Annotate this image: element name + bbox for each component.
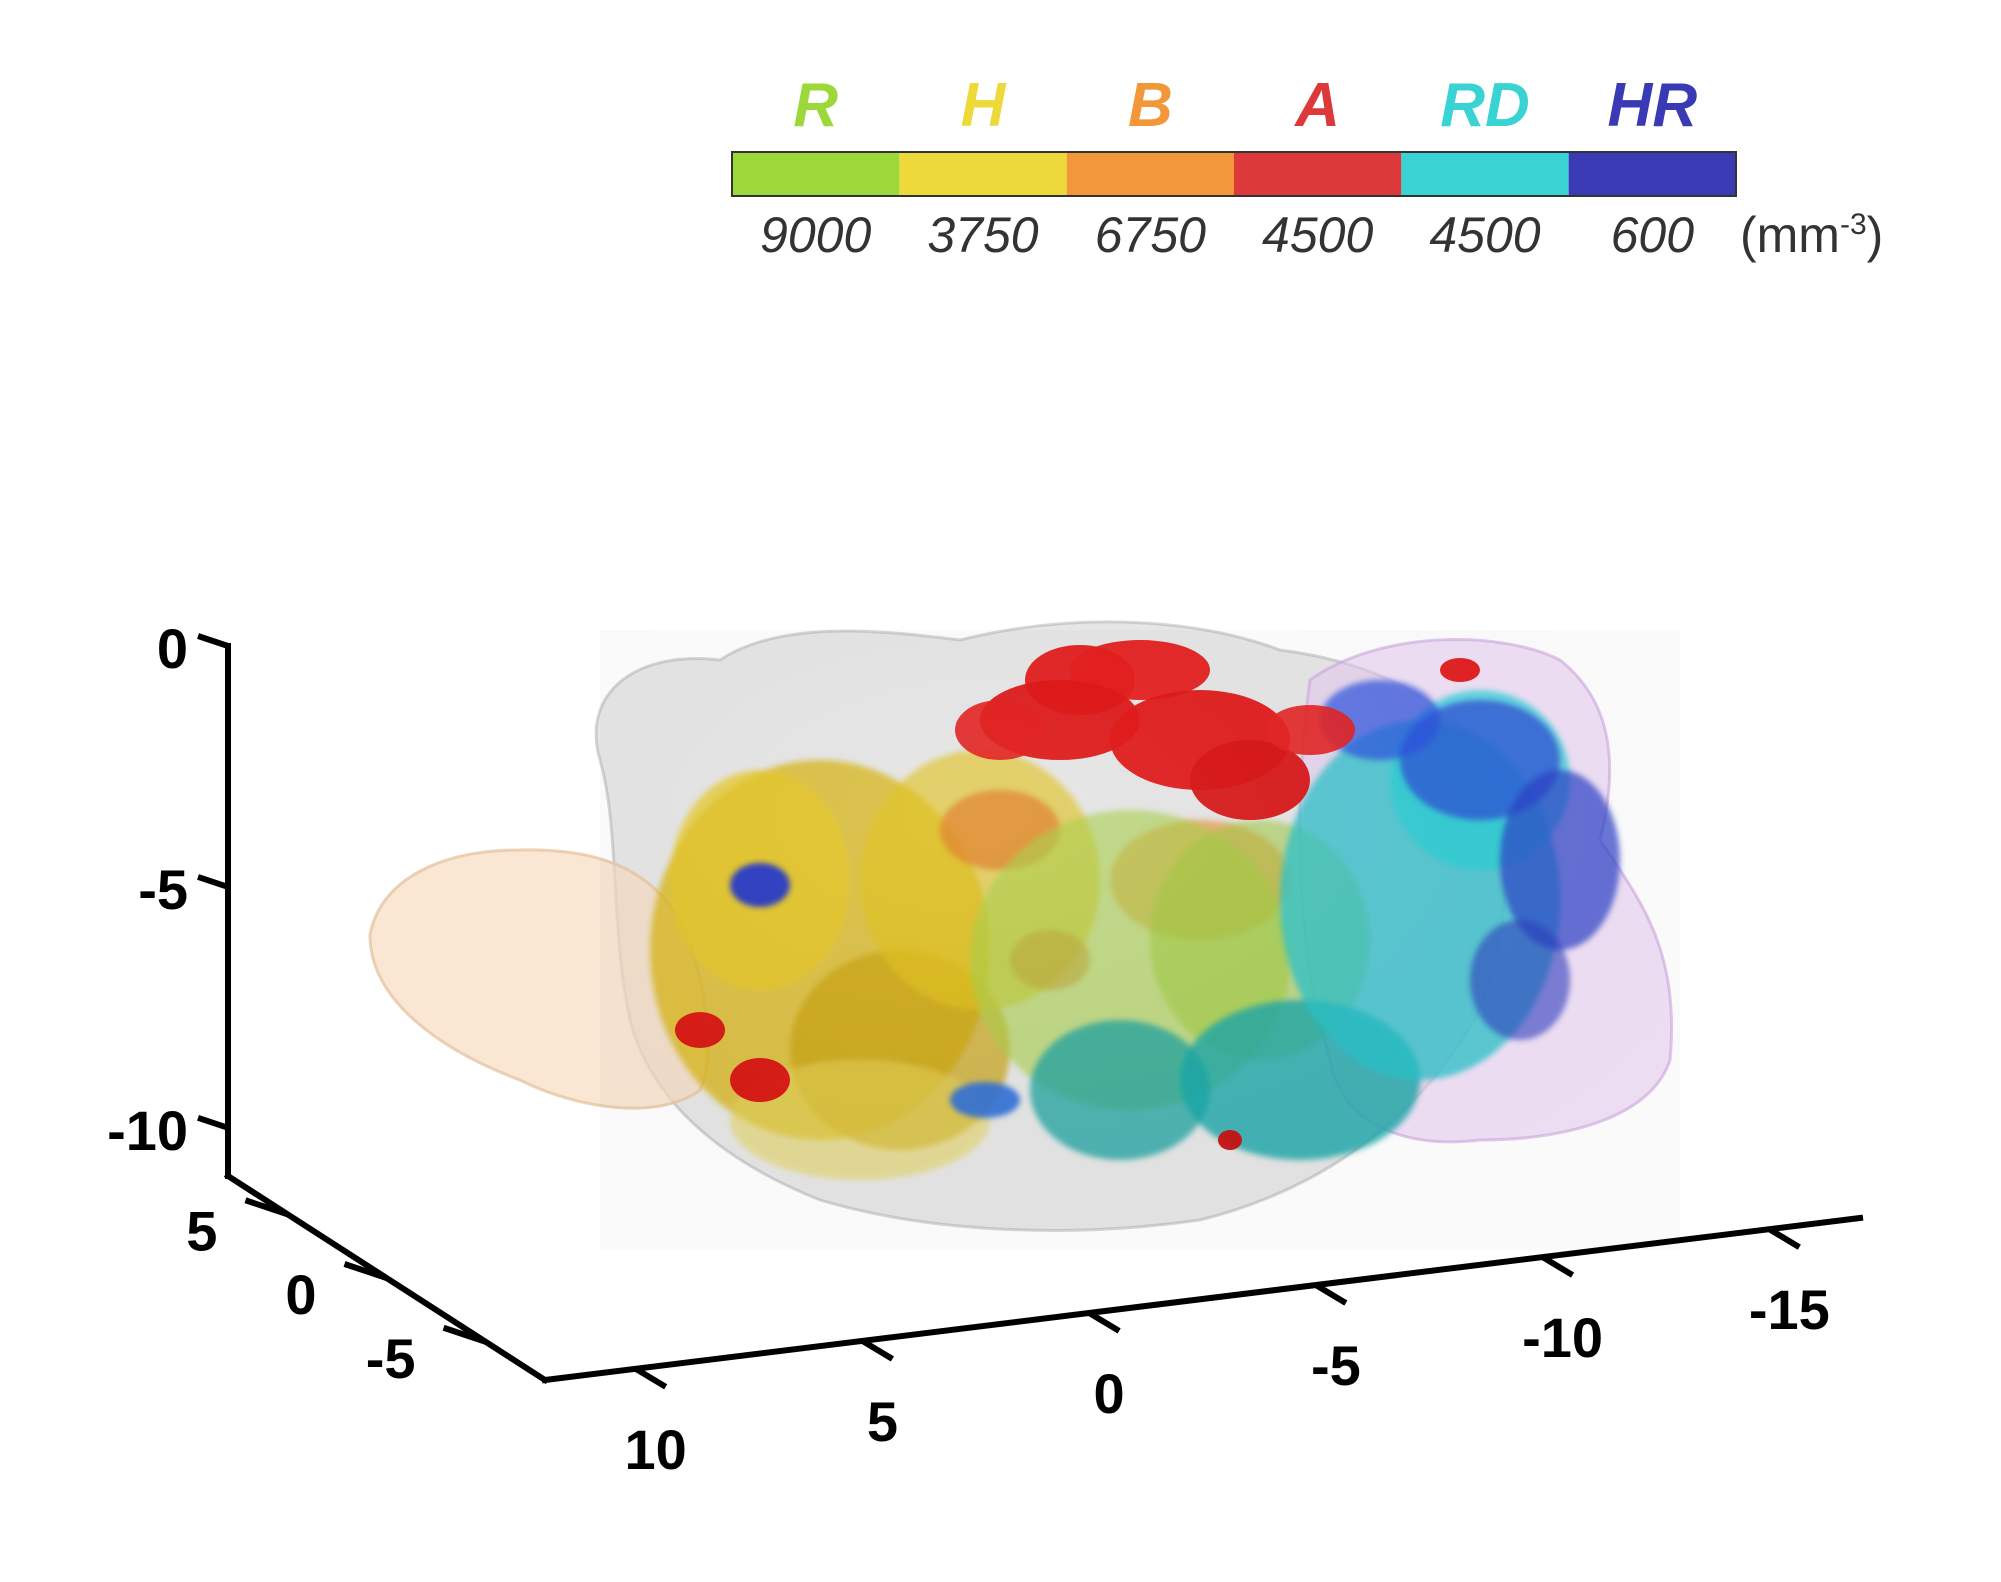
x-tick-label-5: -15 bbox=[1749, 1278, 1830, 1341]
legend-value-h: 3750 bbox=[927, 207, 1038, 263]
x-tick-5 bbox=[1767, 1226, 1801, 1250]
x-tick-1 bbox=[860, 1338, 894, 1362]
y-tick-2 bbox=[442, 1324, 487, 1345]
legend-value-hr: 600 bbox=[1611, 207, 1695, 263]
x-tick-label-2: 0 bbox=[1094, 1362, 1125, 1425]
colorbar-legend: R 9000 H 3750 B 6750 A 4500 RD 4500 HR 600 (mm-3) bbox=[731, 71, 1883, 263]
legend-label-rd: RD bbox=[1440, 71, 1530, 140]
legend-label-r: R bbox=[793, 71, 838, 140]
y-tick-label-1: 0 bbox=[285, 1263, 316, 1326]
legend-swatch-r bbox=[732, 152, 900, 196]
legend-swatch-rd bbox=[1401, 152, 1569, 196]
z-tick-label-0: 0 bbox=[157, 617, 188, 680]
legend-swatch-h bbox=[899, 152, 1067, 196]
x-tick-2 bbox=[1087, 1310, 1121, 1334]
x-axis-line bbox=[541, 1214, 1864, 1384]
legend-label-hr: HR bbox=[1608, 71, 1698, 140]
z-tick-label-2: -10 bbox=[107, 1099, 188, 1162]
x-tick-label-4: -10 bbox=[1522, 1306, 1603, 1369]
y-tick-0 bbox=[244, 1197, 289, 1218]
volume-shading bbox=[600, 630, 1680, 1250]
brain-volume-rendering bbox=[368, 620, 1680, 1250]
x-tick-label-1: 5 bbox=[867, 1390, 898, 1453]
legend-value-b: 6750 bbox=[1095, 207, 1206, 263]
z-tick-2 bbox=[197, 1114, 229, 1131]
x-tick-label-3: -5 bbox=[1311, 1334, 1361, 1397]
x-tick-4 bbox=[1541, 1254, 1575, 1278]
legend-label-b: B bbox=[1128, 71, 1173, 140]
legend-value-rd: 4500 bbox=[1429, 207, 1540, 263]
legend-label-a: A bbox=[1293, 71, 1340, 140]
legend-value-a: 4500 bbox=[1262, 207, 1373, 263]
x-tick-0 bbox=[634, 1366, 668, 1390]
legend-swatch-hr bbox=[1568, 152, 1736, 196]
legend-unit: (mm-3) bbox=[1740, 207, 1883, 263]
z-tick-label-1: -5 bbox=[138, 858, 188, 921]
legend-swatch-a bbox=[1234, 152, 1402, 196]
axes-3d: 0 -5 -10 5 0 -5 10 5 0 -5 -10 -15 bbox=[107, 617, 1864, 1481]
x-tick-label-0: 10 bbox=[625, 1418, 687, 1481]
y-tick-1 bbox=[343, 1261, 388, 1281]
y-tick-label-0: 5 bbox=[186, 1199, 217, 1262]
z-tick-0 bbox=[197, 633, 229, 649]
x-tick-3 bbox=[1314, 1282, 1348, 1306]
y-tick-label-2: -5 bbox=[366, 1327, 416, 1390]
legend-value-r: 9000 bbox=[760, 207, 871, 263]
legend-swatch-b bbox=[1066, 152, 1234, 196]
legend-label-h: H bbox=[961, 71, 1007, 140]
z-tick-1 bbox=[197, 874, 229, 890]
legend-frame bbox=[731, 151, 1737, 197]
